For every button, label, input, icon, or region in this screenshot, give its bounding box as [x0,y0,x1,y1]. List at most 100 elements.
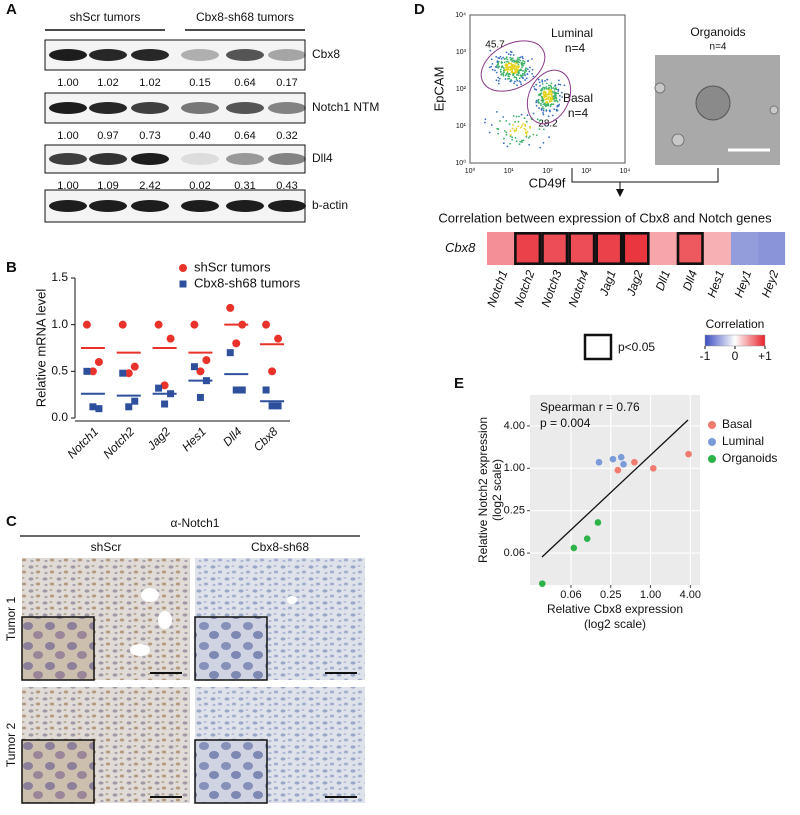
flow-event [548,109,551,112]
flow-event [507,53,510,55]
flow-event [540,102,542,105]
flow-event [517,66,520,69]
heat-cell [622,232,650,265]
flow-event [529,135,531,138]
band [181,49,219,61]
band [89,200,127,212]
gate [480,40,546,92]
quant-value: 0.02 [189,180,210,192]
ihc-title: α-Notch1 [171,516,220,530]
legend-marker [179,280,187,288]
flow-event [546,78,548,81]
data-point [538,580,546,587]
flow-event [520,125,523,127]
flow-event [510,79,512,81]
flow-event [508,123,511,126]
connector [571,168,719,193]
flow-event [545,104,548,107]
flow-event [550,97,553,100]
flow-event [548,96,551,98]
flow-event [548,84,550,87]
quant-value: 0.97 [97,130,118,142]
legend-marker [708,421,716,429]
flow-event [497,66,499,69]
column-label: Dll1 [653,268,673,292]
flow-event [542,109,545,112]
panel-label: C [6,513,17,530]
flow-event [510,68,513,71]
flow-event [500,66,503,69]
blot-label: Dll4 [312,151,333,165]
data-point [155,384,163,392]
band [226,200,264,212]
significance-box [541,232,569,266]
data-point [166,334,175,343]
flow-event [520,126,522,129]
heat-cell [595,232,623,265]
data-point [262,320,271,329]
gate [526,69,572,125]
flow-event [531,68,534,71]
flow-event [535,134,538,137]
flow-event [523,62,526,65]
band [181,153,219,165]
blot-label: Cbx8 [312,47,340,61]
gate-name: Basal [563,91,593,105]
significance-box [514,232,542,266]
flow-event [515,115,518,118]
quant-value: 0.32 [276,130,297,142]
flow-event [497,132,499,135]
quant-value: 1.02 [97,77,118,89]
data-point [130,362,139,371]
flow-event [514,71,517,73]
flow-event [516,59,518,62]
flow-event [539,146,542,149]
legend-label: shScr tumors [194,259,271,274]
band [226,49,264,61]
flow-event [513,82,515,85]
x-tick-label: 10³ [581,168,592,175]
colorbar [704,334,766,347]
x-tick-label: 4.00 [680,589,701,601]
colorbar-tick-label: +1 [758,349,772,363]
x-tick-label: Cbx8 [251,424,281,454]
flow-event [553,91,556,93]
flow-event [535,83,538,86]
flow-event [494,69,496,72]
data-point [196,393,204,401]
data-point [196,367,205,376]
band [181,102,219,114]
band [49,102,87,114]
flow-event [506,58,509,61]
data-point [631,458,638,466]
flow-event [550,87,553,90]
flow-event [503,137,505,140]
flow-event [528,143,531,146]
quant-value: 1.02 [139,77,160,89]
flow-event [509,53,512,56]
flow-event [557,83,560,86]
legend-label: Basal [722,417,752,431]
heat-cell [487,232,515,265]
data-point [154,320,163,329]
legend-box [583,333,613,361]
flow-event [514,120,516,123]
flow-event [505,66,507,69]
legend-label: Cbx8-sh68 tumors [194,275,301,290]
flow-event [519,81,522,83]
flow-event [505,120,508,122]
flow-event [512,115,515,117]
flow-event [518,115,520,118]
flow-event [531,73,533,75]
flow-event [509,56,512,59]
x-tick-label: 10² [542,168,553,175]
flow-event [512,65,515,68]
flow-event [524,79,526,81]
flow-event [535,101,538,104]
band [131,102,169,114]
data-point [614,466,622,474]
flow-event [552,95,555,98]
data-point [88,367,97,376]
quant-value: 0.31 [234,180,255,192]
flow-event [488,66,491,69]
